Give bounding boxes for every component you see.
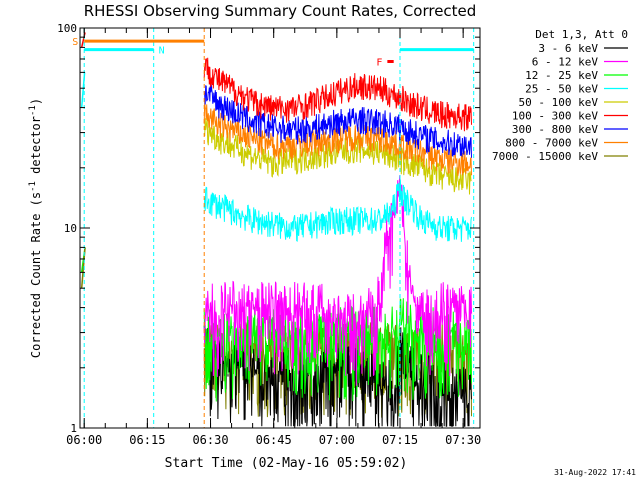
legend-label-7000-15000: 7000 - 15000 keV bbox=[492, 150, 598, 163]
legend-label-3-6: 3 - 6 keV bbox=[538, 42, 598, 55]
generation-timestamp: 31-Aug-2022 17:41 bbox=[554, 468, 636, 477]
y-label-sup-2: -1 bbox=[28, 105, 38, 116]
series-line-50-100 bbox=[203, 118, 472, 195]
y-label-mid: detector bbox=[29, 116, 43, 181]
legend-header: Det 1,3, Att 0 bbox=[535, 28, 628, 41]
y-tick-label-100: 100 bbox=[57, 22, 77, 35]
flag-label-s-0: S bbox=[72, 37, 78, 48]
series-line-25-50 bbox=[203, 179, 472, 242]
series-line-6-12 bbox=[203, 175, 472, 386]
legend-label-12-25: 12 - 25 keV bbox=[525, 69, 598, 82]
flag-label-n-1: N bbox=[159, 46, 165, 57]
x-tick-label-0715: 07:15 bbox=[382, 433, 418, 447]
y-tick-label-10: 10 bbox=[64, 222, 77, 235]
legend-label-300-800: 300 - 800 keV bbox=[512, 123, 598, 136]
chart-title: RHESSI Observing Summary Count Rates, Co… bbox=[84, 2, 477, 20]
x-tick-label-0630: 06:30 bbox=[192, 433, 228, 447]
x-tick-label-0615: 06:15 bbox=[129, 433, 165, 447]
y-label-sup: -1 bbox=[28, 181, 38, 192]
x-tick-label-0645: 06:45 bbox=[256, 433, 292, 447]
legend-label-100-300: 100 - 300 keV bbox=[512, 110, 598, 123]
legend-label-50-100: 50 - 100 keV bbox=[519, 96, 599, 109]
x-axis-label: Start Time (02-May-16 05:59:02) bbox=[165, 456, 408, 471]
series-line-100-300 bbox=[203, 57, 472, 132]
y-axis-label: Corrected Count Rate (s-1 detector-1) bbox=[28, 98, 43, 358]
legend-label-6-12: 6 - 12 keV bbox=[532, 56, 599, 69]
legend-label-25-50: 25 - 50 keV bbox=[525, 83, 598, 96]
legend-label-800-7000: 800 - 7000 keV bbox=[505, 137, 598, 150]
x-tick-label-0730: 07:30 bbox=[445, 433, 481, 447]
y-label-suffix: ) bbox=[29, 98, 43, 105]
flag-label-f-3: F bbox=[376, 57, 382, 68]
x-tick-label-0600: 06:00 bbox=[66, 433, 102, 447]
y-label-prefix: Corrected Count Rate (s bbox=[29, 192, 43, 358]
plot-content bbox=[80, 28, 475, 428]
x-tick-label-0700: 07:00 bbox=[319, 433, 355, 447]
plot-area: S N F 1 10 100 06:00 06:15 06:30 06:45 07:00 07:15 0… bbox=[57, 22, 481, 447]
y-tick-label-1: 1 bbox=[70, 422, 77, 435]
series-line-300-800 bbox=[203, 84, 472, 158]
